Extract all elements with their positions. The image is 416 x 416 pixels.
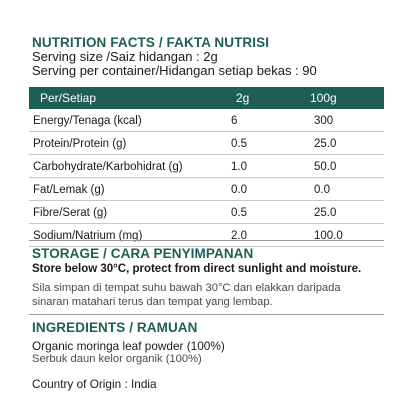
- value-2g: 2.0: [231, 230, 247, 242]
- table-row: Energy/Tenaga (kcal) 6 300: [29, 109, 384, 132]
- value-2g: 0.5: [231, 207, 247, 219]
- storage-heading: STORAGE / CARA PENYIMPANAN: [32, 246, 254, 261]
- nutrient-name: Carbohydrate/Karbohidrat (g): [33, 161, 183, 173]
- nutrition-table: Per/Setiap 2g 100g Energy/Tenaga (kcal) …: [29, 87, 384, 247]
- storage-malay: Sila simpan di tempat suhu bawah 30°C da…: [32, 281, 412, 309]
- serving-size: Serving size /Saiz hidangan : 2g: [32, 49, 218, 64]
- table-header: Per/Setiap 2g 100g: [29, 87, 384, 109]
- nutrient-name: Fibre/Serat (g): [33, 207, 108, 219]
- value-100g: 50.0: [314, 161, 337, 173]
- ingredients-malay: Serbuk daun kelor organik (100%): [32, 353, 202, 365]
- ingredients-english: Organic moringa leaf powder (100%): [32, 339, 225, 353]
- value-2g: 1.0: [231, 161, 247, 173]
- ingredients-heading: INGREDIENTS / RAMUAN: [32, 320, 198, 335]
- value-2g: 0.5: [231, 138, 247, 150]
- value-100g: 100.0: [314, 230, 343, 242]
- value-100g: 25.0: [314, 138, 337, 150]
- storage-english: Store below 30°C, protect from direct su…: [32, 263, 362, 275]
- table-row: Sodium/Natrium (mg) 2.0 100.0: [29, 224, 384, 247]
- divider: [29, 314, 384, 315]
- table-row: Fibre/Serat (g) 0.5 25.0: [29, 201, 384, 224]
- storage-malay-line: Sila simpan di tempat suhu bawah 30°C da…: [32, 282, 341, 294]
- nutrient-name: Fat/Lemak (g): [33, 184, 105, 196]
- nutrient-name: Sodium/Natrium (mg): [33, 230, 143, 242]
- nutrient-name: Protein/Protein (g): [33, 138, 127, 150]
- value-2g: 0.0: [231, 184, 247, 196]
- header-100g: 100g: [310, 91, 337, 105]
- nutrition-heading: NUTRITION FACTS / FAKTA NUTRISI: [32, 35, 270, 50]
- table-row: Carbohydrate/Karbohidrat (g) 1.0 50.0: [29, 155, 384, 178]
- table-row: Protein/Protein (g) 0.5 25.0: [29, 132, 384, 155]
- value-100g: 300: [314, 115, 334, 127]
- country-of-origin: Country of Origin : India: [32, 377, 157, 391]
- value-100g: 0.0: [314, 184, 330, 196]
- header-per: Per/Setiap: [40, 91, 97, 105]
- divider: [29, 240, 384, 241]
- header-2g: 2g: [236, 91, 250, 105]
- storage-malay-line: sinaran matahari terus dan tempat yang l…: [32, 296, 273, 308]
- value-2g: 6: [231, 115, 238, 127]
- serving-per-container: Serving per container/Hidangan setiap be…: [32, 63, 317, 78]
- table-row: Fat/Lemak (g) 0.0 0.0: [29, 178, 384, 201]
- value-100g: 25.0: [314, 207, 337, 219]
- nutrient-name: Energy/Tenaga (kcal): [33, 115, 142, 127]
